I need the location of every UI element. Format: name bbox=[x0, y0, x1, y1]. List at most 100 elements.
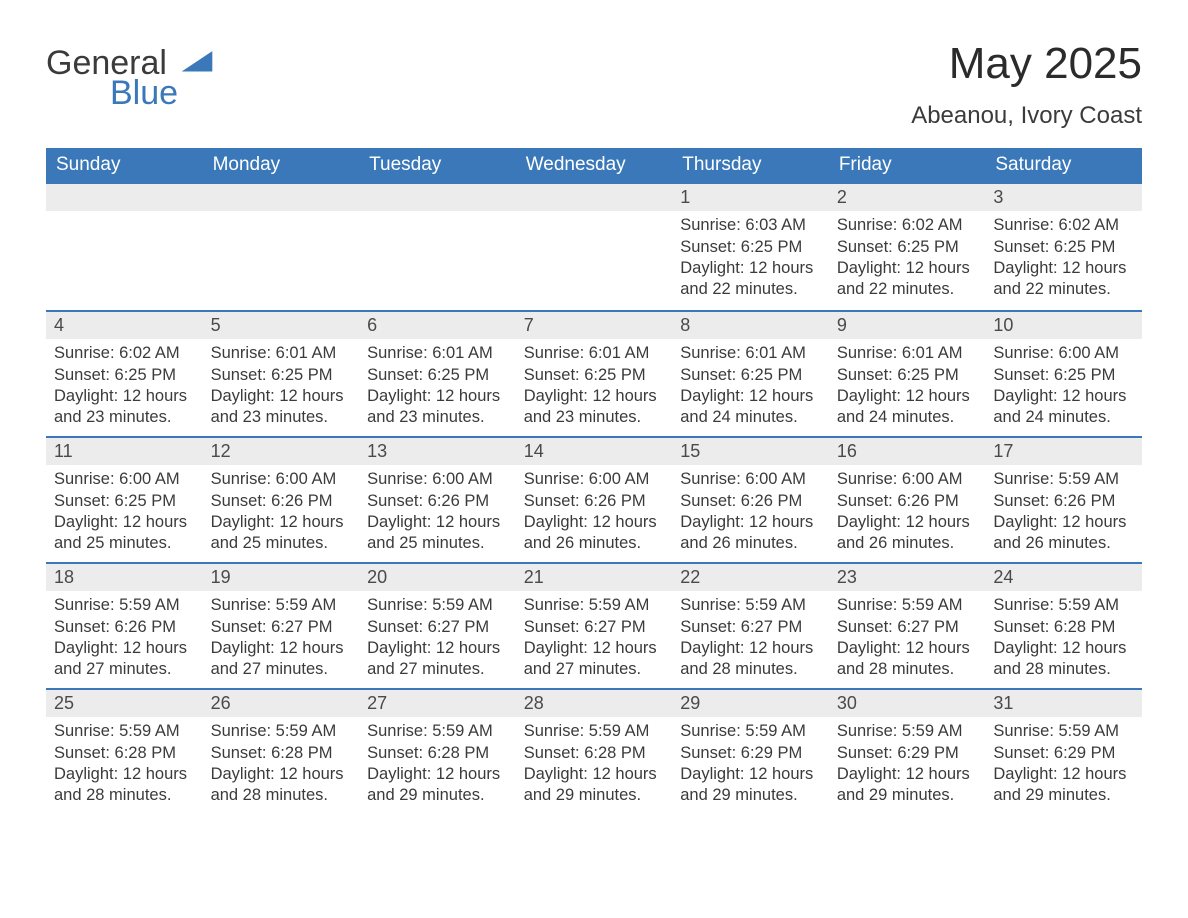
day-details: Sunrise: 5:59 AMSunset: 6:27 PMDaylight:… bbox=[829, 591, 986, 685]
day-number: 27 bbox=[359, 688, 516, 717]
calendar-cell: 15Sunrise: 6:00 AMSunset: 6:26 PMDayligh… bbox=[672, 436, 829, 562]
calendar-cell: 8Sunrise: 6:01 AMSunset: 6:25 PMDaylight… bbox=[672, 310, 829, 436]
day-number: 14 bbox=[516, 436, 673, 465]
day-number: 3 bbox=[985, 184, 1142, 211]
calendar-cell bbox=[359, 184, 516, 310]
day-number: 16 bbox=[829, 436, 986, 465]
calendar-cell: 4Sunrise: 6:02 AMSunset: 6:25 PMDaylight… bbox=[46, 310, 203, 436]
day-number: 11 bbox=[46, 436, 203, 465]
calendar-cell: 16Sunrise: 6:00 AMSunset: 6:26 PMDayligh… bbox=[829, 436, 986, 562]
day-details: Sunrise: 6:01 AMSunset: 6:25 PMDaylight:… bbox=[203, 339, 360, 433]
day-details: Sunrise: 5:59 AMSunset: 6:28 PMDaylight:… bbox=[516, 717, 673, 811]
day-number: 26 bbox=[203, 688, 360, 717]
empty-day bbox=[203, 184, 360, 211]
empty-day bbox=[46, 184, 203, 211]
calendar-cell: 27Sunrise: 5:59 AMSunset: 6:28 PMDayligh… bbox=[359, 688, 516, 814]
calendar-cell: 20Sunrise: 5:59 AMSunset: 6:27 PMDayligh… bbox=[359, 562, 516, 688]
calendar-cell: 7Sunrise: 6:01 AMSunset: 6:25 PMDaylight… bbox=[516, 310, 673, 436]
calendar-cell: 28Sunrise: 5:59 AMSunset: 6:28 PMDayligh… bbox=[516, 688, 673, 814]
day-details: Sunrise: 5:59 AMSunset: 6:29 PMDaylight:… bbox=[829, 717, 986, 811]
day-details: Sunrise: 5:59 AMSunset: 6:28 PMDaylight:… bbox=[203, 717, 360, 811]
calendar-body: 1Sunrise: 6:03 AMSunset: 6:25 PMDaylight… bbox=[46, 184, 1142, 814]
day-number: 20 bbox=[359, 562, 516, 591]
calendar-cell: 24Sunrise: 5:59 AMSunset: 6:28 PMDayligh… bbox=[985, 562, 1142, 688]
calendar-cell: 31Sunrise: 5:59 AMSunset: 6:29 PMDayligh… bbox=[985, 688, 1142, 814]
day-number: 19 bbox=[203, 562, 360, 591]
day-details: Sunrise: 6:02 AMSunset: 6:25 PMDaylight:… bbox=[829, 211, 986, 305]
day-number: 22 bbox=[672, 562, 829, 591]
calendar-cell bbox=[46, 184, 203, 310]
day-details: Sunrise: 6:00 AMSunset: 6:26 PMDaylight:… bbox=[359, 465, 516, 559]
day-number: 25 bbox=[46, 688, 203, 717]
calendar-weekday-header: SundayMondayTuesdayWednesdayThursdayFrid… bbox=[46, 148, 1142, 184]
day-number: 12 bbox=[203, 436, 360, 465]
calendar-cell: 26Sunrise: 5:59 AMSunset: 6:28 PMDayligh… bbox=[203, 688, 360, 814]
empty-day bbox=[359, 184, 516, 211]
calendar-cell: 30Sunrise: 5:59 AMSunset: 6:29 PMDayligh… bbox=[829, 688, 986, 814]
day-number: 31 bbox=[985, 688, 1142, 717]
calendar-cell: 13Sunrise: 6:00 AMSunset: 6:26 PMDayligh… bbox=[359, 436, 516, 562]
logo-text-blue: Blue bbox=[110, 76, 178, 112]
logo: General Blue bbox=[46, 40, 214, 111]
weekday-sunday: Sunday bbox=[46, 148, 203, 184]
day-details: Sunrise: 5:59 AMSunset: 6:27 PMDaylight:… bbox=[203, 591, 360, 685]
weekday-friday: Friday bbox=[829, 148, 986, 184]
calendar-cell: 23Sunrise: 5:59 AMSunset: 6:27 PMDayligh… bbox=[829, 562, 986, 688]
calendar-cell: 6Sunrise: 6:01 AMSunset: 6:25 PMDaylight… bbox=[359, 310, 516, 436]
day-details: Sunrise: 6:00 AMSunset: 6:26 PMDaylight:… bbox=[516, 465, 673, 559]
page-header: General Blue May 2025 Abeanou, Ivory Coa… bbox=[46, 40, 1142, 130]
calendar-cell: 19Sunrise: 5:59 AMSunset: 6:27 PMDayligh… bbox=[203, 562, 360, 688]
day-number: 8 bbox=[672, 310, 829, 339]
calendar-cell: 17Sunrise: 5:59 AMSunset: 6:26 PMDayligh… bbox=[985, 436, 1142, 562]
day-number: 23 bbox=[829, 562, 986, 591]
day-details: Sunrise: 5:59 AMSunset: 6:28 PMDaylight:… bbox=[46, 717, 203, 811]
calendar-cell bbox=[203, 184, 360, 310]
day-details: Sunrise: 6:03 AMSunset: 6:25 PMDaylight:… bbox=[672, 211, 829, 305]
day-details: Sunrise: 5:59 AMSunset: 6:28 PMDaylight:… bbox=[985, 591, 1142, 685]
day-number: 2 bbox=[829, 184, 986, 211]
calendar-cell: 11Sunrise: 6:00 AMSunset: 6:25 PMDayligh… bbox=[46, 436, 203, 562]
calendar-cell: 14Sunrise: 6:00 AMSunset: 6:26 PMDayligh… bbox=[516, 436, 673, 562]
day-details: Sunrise: 6:02 AMSunset: 6:25 PMDaylight:… bbox=[46, 339, 203, 433]
day-details: Sunrise: 6:01 AMSunset: 6:25 PMDaylight:… bbox=[516, 339, 673, 433]
calendar-cell: 1Sunrise: 6:03 AMSunset: 6:25 PMDaylight… bbox=[672, 184, 829, 310]
calendar-cell: 10Sunrise: 6:00 AMSunset: 6:25 PMDayligh… bbox=[985, 310, 1142, 436]
day-details: Sunrise: 6:01 AMSunset: 6:25 PMDaylight:… bbox=[829, 339, 986, 433]
day-number: 17 bbox=[985, 436, 1142, 465]
weekday-saturday: Saturday bbox=[985, 148, 1142, 184]
day-number: 28 bbox=[516, 688, 673, 717]
day-details: Sunrise: 5:59 AMSunset: 6:26 PMDaylight:… bbox=[46, 591, 203, 685]
logo-text: General Blue bbox=[46, 46, 178, 111]
calendar-cell: 5Sunrise: 6:01 AMSunset: 6:25 PMDaylight… bbox=[203, 310, 360, 436]
calendar-cell: 18Sunrise: 5:59 AMSunset: 6:26 PMDayligh… bbox=[46, 562, 203, 688]
day-number: 9 bbox=[829, 310, 986, 339]
day-number: 4 bbox=[46, 310, 203, 339]
calendar-grid: SundayMondayTuesdayWednesdayThursdayFrid… bbox=[46, 148, 1142, 814]
day-details: Sunrise: 5:59 AMSunset: 6:29 PMDaylight:… bbox=[985, 717, 1142, 811]
calendar-cell: 2Sunrise: 6:02 AMSunset: 6:25 PMDaylight… bbox=[829, 184, 986, 310]
day-number: 6 bbox=[359, 310, 516, 339]
day-number: 5 bbox=[203, 310, 360, 339]
calendar-page: General Blue May 2025 Abeanou, Ivory Coa… bbox=[0, 0, 1188, 918]
day-details: Sunrise: 6:00 AMSunset: 6:25 PMDaylight:… bbox=[985, 339, 1142, 433]
calendar-cell: 21Sunrise: 5:59 AMSunset: 6:27 PMDayligh… bbox=[516, 562, 673, 688]
day-number: 29 bbox=[672, 688, 829, 717]
day-number: 13 bbox=[359, 436, 516, 465]
day-details: Sunrise: 6:02 AMSunset: 6:25 PMDaylight:… bbox=[985, 211, 1142, 305]
day-number: 24 bbox=[985, 562, 1142, 591]
empty-day bbox=[516, 184, 673, 211]
calendar-cell: 25Sunrise: 5:59 AMSunset: 6:28 PMDayligh… bbox=[46, 688, 203, 814]
day-details: Sunrise: 6:01 AMSunset: 6:25 PMDaylight:… bbox=[359, 339, 516, 433]
day-number: 30 bbox=[829, 688, 986, 717]
day-details: Sunrise: 5:59 AMSunset: 6:27 PMDaylight:… bbox=[672, 591, 829, 685]
calendar-cell: 3Sunrise: 6:02 AMSunset: 6:25 PMDaylight… bbox=[985, 184, 1142, 310]
calendar-cell: 12Sunrise: 6:00 AMSunset: 6:26 PMDayligh… bbox=[203, 436, 360, 562]
day-number: 7 bbox=[516, 310, 673, 339]
day-details: Sunrise: 6:00 AMSunset: 6:26 PMDaylight:… bbox=[672, 465, 829, 559]
calendar-cell bbox=[516, 184, 673, 310]
day-details: Sunrise: 5:59 AMSunset: 6:27 PMDaylight:… bbox=[516, 591, 673, 685]
day-details: Sunrise: 6:00 AMSunset: 6:25 PMDaylight:… bbox=[46, 465, 203, 559]
day-details: Sunrise: 5:59 AMSunset: 6:27 PMDaylight:… bbox=[359, 591, 516, 685]
day-details: Sunrise: 5:59 AMSunset: 6:29 PMDaylight:… bbox=[672, 717, 829, 811]
day-details: Sunrise: 6:00 AMSunset: 6:26 PMDaylight:… bbox=[203, 465, 360, 559]
